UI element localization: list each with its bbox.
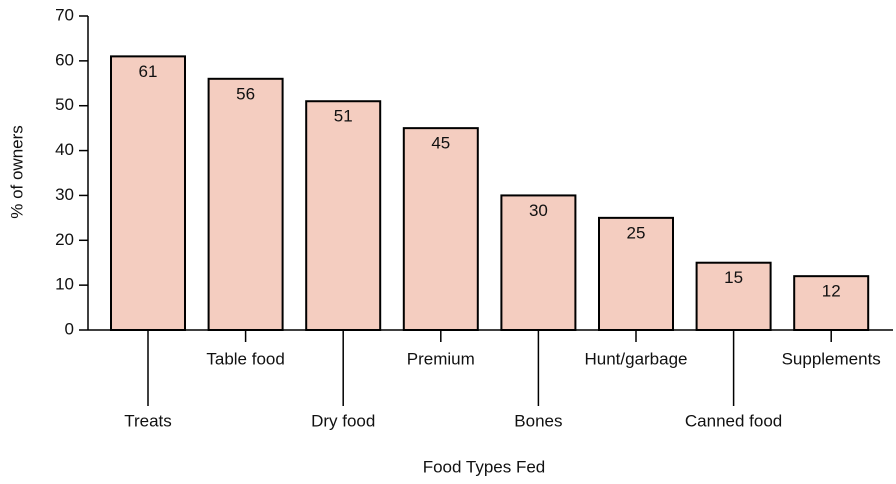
value-label: 25: [627, 223, 646, 242]
x-tick-label: Supplements: [782, 349, 881, 368]
y-tick-label: 60: [55, 50, 74, 69]
x-tick-label: Dry food: [311, 411, 375, 430]
x-tick-label: Canned food: [685, 411, 782, 430]
y-tick-label: 20: [55, 230, 74, 249]
value-label: 45: [431, 134, 450, 153]
value-label: 12: [822, 282, 841, 301]
bar: [500, 194, 577, 331]
x-tick-label: Treats: [124, 411, 172, 430]
x-axis-title: Food Types Fed: [423, 457, 546, 476]
bar: [305, 100, 382, 331]
x-tick-label: Premium: [407, 349, 475, 368]
value-label: 15: [724, 268, 743, 287]
y-tick-label: 30: [55, 185, 74, 204]
bar: [793, 275, 870, 331]
bar: [598, 216, 674, 332]
value-label: 30: [529, 201, 548, 220]
y-tick-label: 70: [55, 5, 74, 24]
x-tick-label: Table food: [206, 349, 284, 368]
value-label: 51: [334, 107, 353, 126]
x-tick-label: Bones: [514, 411, 562, 430]
bar: [207, 77, 284, 331]
y-tick-label: 40: [55, 140, 74, 159]
y-tick-label: 10: [55, 275, 74, 294]
value-label: 56: [236, 84, 255, 103]
x-tick-label: Hunt/garbage: [584, 349, 687, 368]
y-tick-label: 0: [65, 319, 74, 338]
y-tick-label: 50: [55, 95, 74, 114]
value-label: 61: [139, 62, 158, 81]
bar: [110, 55, 186, 331]
y-axis-title: % of owners: [7, 125, 26, 219]
bar: [402, 127, 479, 331]
bar: [695, 261, 772, 332]
